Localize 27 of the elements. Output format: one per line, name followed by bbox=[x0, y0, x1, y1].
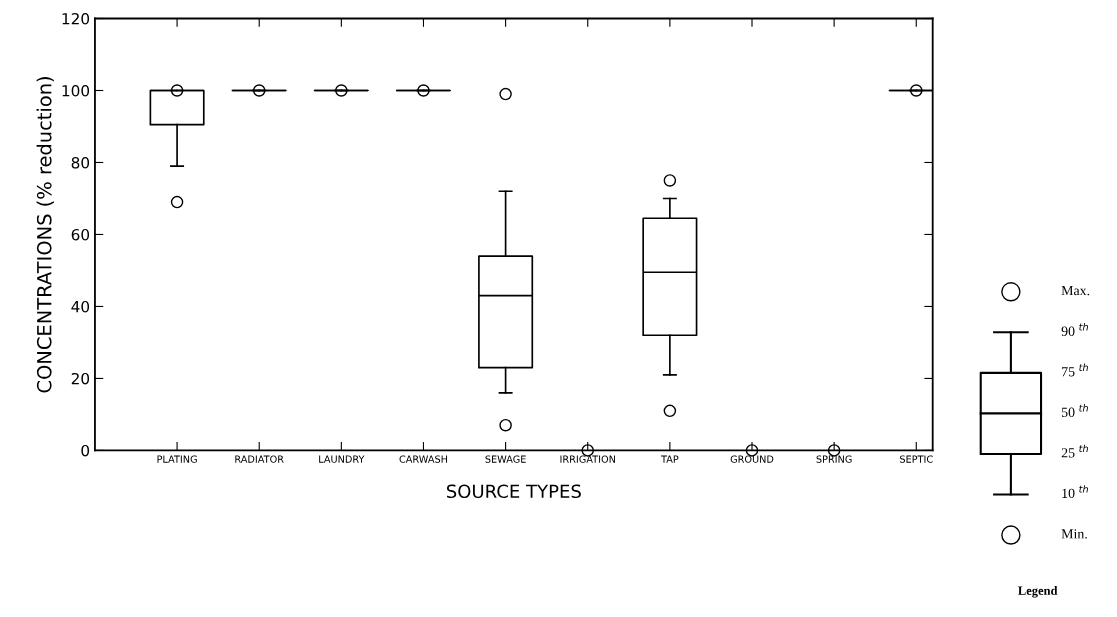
x-tick-label: GROUND bbox=[730, 455, 774, 463]
x-tick-label: LAUNDRY bbox=[319, 455, 365, 463]
text: Min. bbox=[1061, 529, 1087, 539]
x-tick-label: PLATING bbox=[157, 455, 197, 463]
y-tick-label: 100 bbox=[62, 84, 90, 97]
text: 10 $^{th}$ bbox=[1062, 485, 1088, 499]
x-tick-label: SPRING bbox=[816, 455, 852, 463]
x-tick-label: IRRIGATION bbox=[560, 455, 615, 463]
y-tick-label: 120 bbox=[62, 12, 90, 25]
text: Legend bbox=[1018, 586, 1058, 598]
y-tick-label: 0 bbox=[81, 444, 90, 457]
y-tick-label: 80 bbox=[71, 156, 90, 169]
x-tick-label: SEPTIC bbox=[900, 455, 933, 463]
y-axis-title: CONCENTRATIONS (% reduction) bbox=[36, 77, 54, 393]
x-tick-label: CARWASH bbox=[399, 455, 448, 463]
y-tick-label: 20 bbox=[71, 372, 90, 385]
x-axis-title: SOURCE TYPES bbox=[446, 484, 581, 499]
text: 75 $^{th}$ bbox=[1062, 363, 1088, 377]
y-tick-label: 40 bbox=[71, 300, 90, 313]
text: 50 $^{th}$ bbox=[1061, 404, 1088, 417]
text: 90 $^{th}$ bbox=[1061, 323, 1088, 336]
x-tick-label: RADIATOR bbox=[235, 455, 284, 463]
text: 25 $^{th}$ bbox=[1061, 444, 1088, 458]
x-tick-label: SEWAGE bbox=[485, 455, 526, 463]
x-tick-label: TAP bbox=[660, 455, 679, 463]
text: Max. bbox=[1061, 286, 1090, 296]
y-tick-label: 60 bbox=[71, 228, 90, 241]
